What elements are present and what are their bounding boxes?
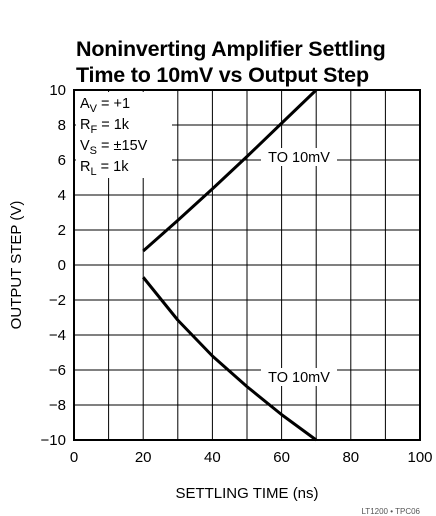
x-axis-label: SETTLING TIME (ns) — [175, 485, 318, 502]
y-tick-labels: 10 8 6 4 2 0 −2 −4 −6 −8 −10 — [41, 82, 66, 449]
y-tick-label: 10 — [49, 82, 66, 99]
x-tick-label: 100 — [407, 449, 432, 466]
series-label-2: TO 10mV — [268, 370, 330, 386]
y-tick-label: −2 — [49, 292, 66, 309]
y-tick-label: 4 — [58, 187, 66, 204]
condition-line: AV = +1 — [80, 96, 130, 115]
series-group: TO 10mV TO 10mV — [142, 88, 337, 442]
y-axis-label: OUTPUT STEP (V) — [8, 201, 25, 330]
x-tick-label: 40 — [204, 449, 221, 466]
y-tick-label: −6 — [49, 362, 66, 379]
chart-title-line-1: Noninverting Amplifier Settling — [76, 37, 386, 61]
series-line-1 — [142, 88, 318, 253]
condition-line: RF = 1k — [80, 117, 130, 136]
chart-title-line-2: Time to 10mV vs Output Step — [76, 63, 369, 87]
y-tick-label: −10 — [41, 432, 66, 449]
y-tick-label: −4 — [49, 327, 66, 344]
series-label-1: TO 10mV — [268, 150, 330, 166]
y-tick-label: 0 — [58, 257, 66, 274]
y-tick-label: −8 — [49, 397, 66, 414]
plot-frame — [73, 89, 421, 441]
condition-line: VS = ±15V — [80, 138, 148, 157]
series-line-2 — [142, 276, 318, 442]
x-tick-label: 80 — [342, 449, 359, 466]
y-tick-label: 8 — [58, 117, 66, 134]
x-tick-labels: 0 20 40 60 80 100 — [70, 449, 433, 466]
conditions-background — [76, 92, 172, 178]
series-label-background — [261, 368, 337, 386]
figure-code: LT1200 • TPC06 — [361, 507, 420, 516]
x-tick-label: 20 — [135, 449, 152, 466]
x-tick-label: 0 — [70, 449, 78, 466]
test-conditions: AV = +1 RF = 1k VS = ±15V RL = 1k — [76, 92, 172, 178]
series-label-background — [261, 148, 337, 166]
x-tick-label: 60 — [273, 449, 290, 466]
y-tick-label: 6 — [58, 152, 66, 169]
y-tick-label: 2 — [58, 222, 66, 239]
condition-line: RL = 1k — [80, 159, 129, 178]
